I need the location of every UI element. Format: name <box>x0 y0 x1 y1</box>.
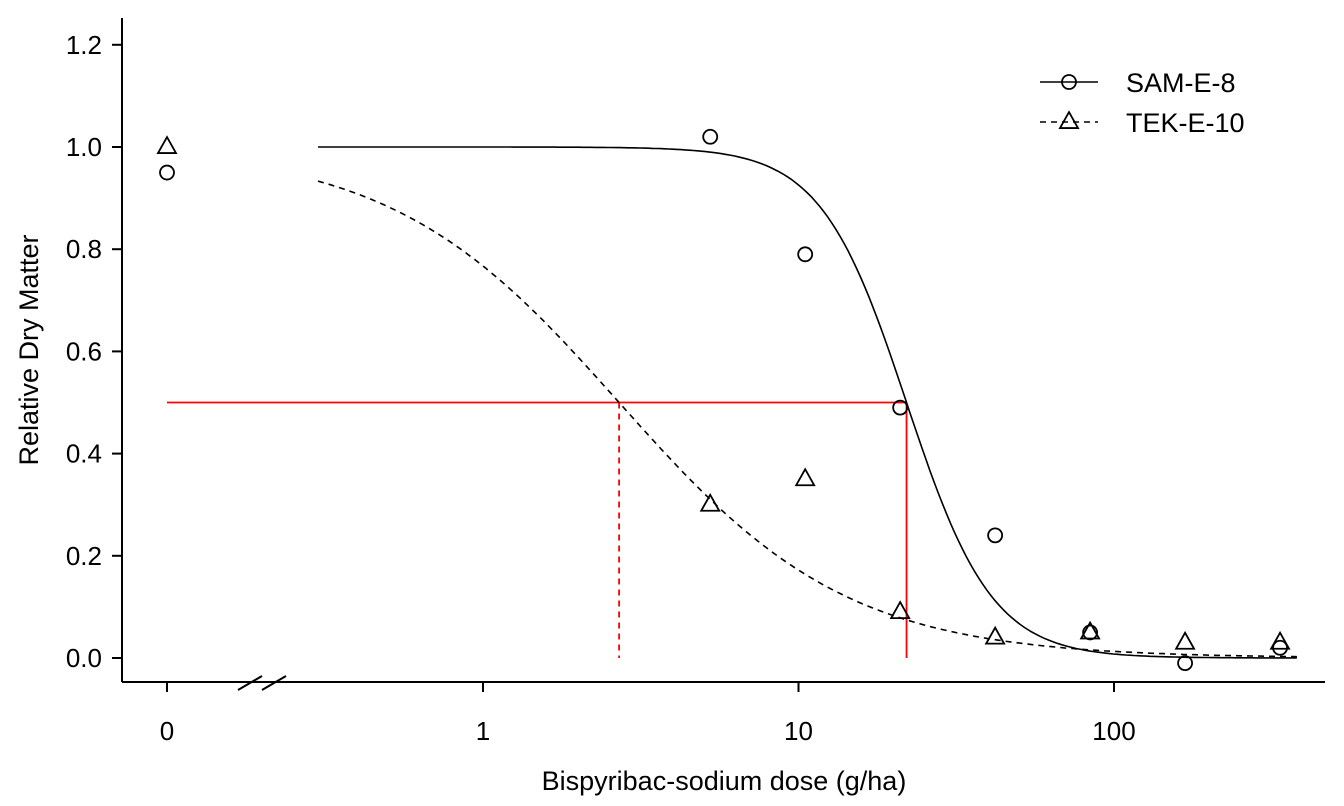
data-point-sam-e-8 <box>892 399 909 416</box>
data-point-tek-e-10 <box>1079 620 1101 640</box>
fit-curve-tek-e-10 <box>317 180 1297 658</box>
data-point-tek-e-10 <box>156 135 178 154</box>
y-axis-ticks: 0.0 0.2 0.4 0.6 0.8 1.0 1.2 <box>66 30 122 673</box>
data-point-sam-e-8 <box>1177 655 1193 672</box>
legend-label-tek-e-10: TEK-E-10 <box>1126 108 1245 138</box>
chart-legend: SAM-E-8 TEK-E-10 <box>1040 68 1245 138</box>
x-axis-title: Bispyribac-sodium dose (g/ha) <box>542 766 907 796</box>
data-points <box>156 128 1291 672</box>
fitted-curves <box>317 146 1297 659</box>
data-point-sam-e-8 <box>987 527 1004 544</box>
x-tick-label: 0 <box>160 716 174 746</box>
data-point-sam-e-8 <box>159 164 175 181</box>
y-tick-label: 0.0 <box>66 643 102 673</box>
ed50-reference-lines <box>167 401 908 658</box>
data-point-tek-e-10 <box>889 600 911 619</box>
data-point-sam-e-8 <box>797 246 814 263</box>
data-point-tek-e-10 <box>699 492 721 512</box>
axes: 0.0 0.2 0.4 0.6 0.8 1.0 1.2 0 1 10 100 <box>66 18 1325 746</box>
y-tick-label: 0.2 <box>66 541 102 571</box>
data-point-sam-e-8 <box>1082 624 1099 641</box>
data-point-tek-e-10 <box>794 467 816 487</box>
x-tick-label: 1 <box>476 716 490 746</box>
y-tick-label: 0.8 <box>66 234 102 264</box>
x-axis-ticks: 0 1 10 100 <box>160 682 1136 746</box>
x-axis-break-marker <box>237 675 287 691</box>
legend-label-sam-e-8: SAM-E-8 <box>1126 68 1236 98</box>
axis-break-stroke <box>261 675 287 691</box>
y-tick-label: 0.6 <box>66 336 102 366</box>
data-point-tek-e-10 <box>1269 630 1291 650</box>
x-tick-label: 100 <box>1092 716 1135 746</box>
data-point-tek-e-10 <box>984 625 1006 645</box>
legend-marker-sam-e-8 <box>1061 74 1077 90</box>
data-point-sam-e-8 <box>1272 639 1288 656</box>
fit-curve-sam-e-8 <box>318 146 1297 659</box>
y-tick-label: 1.0 <box>66 132 102 162</box>
axis-break-stroke <box>237 675 263 691</box>
legend-marker-tek-e-10 <box>1058 110 1080 129</box>
y-axis-title: Relative Dry Matter <box>14 234 44 465</box>
x-tick-label: 10 <box>784 716 813 746</box>
y-tick-label: 0.4 <box>66 439 102 469</box>
data-point-sam-e-8 <box>702 128 719 145</box>
data-point-tek-e-10 <box>1174 630 1196 650</box>
y-tick-label: 1.2 <box>66 30 102 60</box>
